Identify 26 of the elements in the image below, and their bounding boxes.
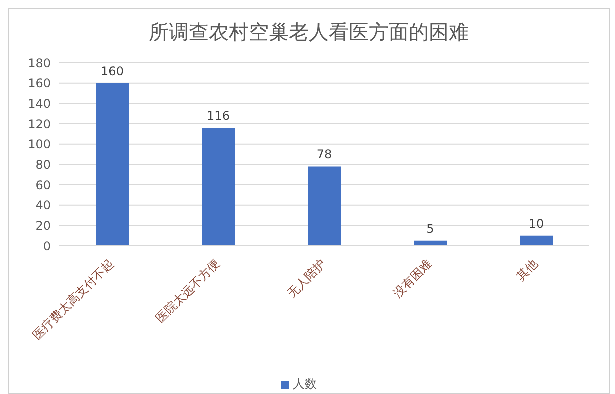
data-label: 160 xyxy=(101,64,124,78)
data-label: 5 xyxy=(426,222,434,236)
x-tick-label: 无人陪护 xyxy=(284,256,328,300)
y-tick-label: 140 xyxy=(28,96,51,111)
bar xyxy=(520,236,553,246)
x-tick-label: 没有困难 xyxy=(390,256,434,300)
legend-label: 人数 xyxy=(293,377,317,391)
x-tick-label: 其他 xyxy=(514,256,540,284)
y-tick-label: 20 xyxy=(36,218,51,233)
y-tick-label: 120 xyxy=(28,117,51,132)
y-tick-label: 100 xyxy=(28,138,51,152)
x-tick-label: 医院太远不方便 xyxy=(153,256,222,326)
y-tick-label: 160 xyxy=(28,76,51,91)
y-tick-label: 40 xyxy=(36,198,51,213)
y-tick-label: 0 xyxy=(43,239,51,254)
chart-title: 所调查农村空巢老人看医方面的困难 xyxy=(148,19,470,46)
y-tick-label: 60 xyxy=(36,178,51,192)
bar xyxy=(202,128,235,246)
bar xyxy=(96,83,129,246)
data-label: 10 xyxy=(528,216,544,231)
data-label: 116 xyxy=(207,109,230,124)
bar xyxy=(308,166,341,246)
y-tick-label: 80 xyxy=(36,158,51,172)
data-label: 78 xyxy=(316,148,332,162)
x-tick-label: 医疗费太高支付不起 xyxy=(30,256,116,343)
y-tick-label: 180 xyxy=(28,56,51,70)
